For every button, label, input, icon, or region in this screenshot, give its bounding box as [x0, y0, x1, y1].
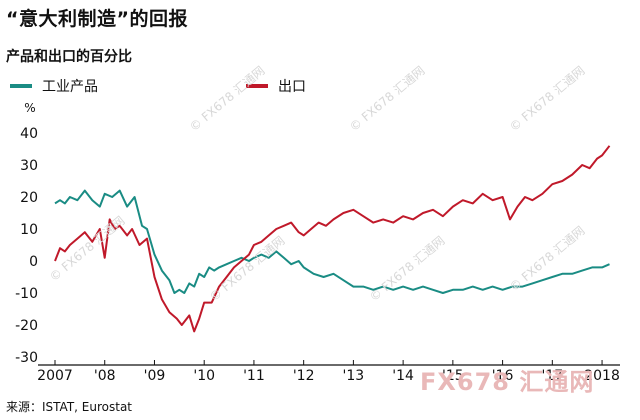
- x-tick-label: '12: [293, 368, 315, 384]
- x-tick-label: '14: [392, 368, 414, 384]
- y-tick-label: -10: [15, 286, 38, 302]
- x-tick-label: 2018: [584, 368, 620, 384]
- series-line-industrial: [54, 189, 610, 294]
- x-tick-label: '09: [144, 368, 166, 384]
- chart-title: “意大利制造”的回报: [6, 8, 188, 30]
- x-tick-label: '17: [541, 368, 563, 384]
- x-tick-label: '15: [442, 368, 464, 384]
- y-tick-label: 10: [20, 222, 38, 238]
- x-tick-label: '08: [94, 368, 116, 384]
- y-axis-unit-label: %: [24, 101, 35, 115]
- x-tick-label: '16: [492, 368, 514, 384]
- legend-item-exports: 出口: [246, 75, 306, 97]
- y-tick-label: 30: [20, 158, 38, 174]
- y-tick-label: -20: [15, 318, 38, 334]
- y-tick-label: 20: [20, 190, 38, 206]
- brand-logo-text: FX678 汇通网: [420, 368, 595, 396]
- legend-label-industrial: 工业产品: [42, 79, 98, 95]
- legend-label-exports: 出口: [278, 79, 306, 95]
- y-tick-label: -30: [15, 350, 38, 366]
- chart-subtitle: 产品和出口的百分比: [6, 49, 132, 65]
- x-tick-label: '11: [243, 368, 265, 384]
- y-tick-label: 40: [20, 126, 38, 142]
- source-note: 来源：ISTAT, Eurostat: [6, 400, 133, 414]
- x-tick-label: '13: [343, 368, 365, 384]
- legend-swatch-industrial: [10, 84, 32, 88]
- legend-item-industrial: 工业产品: [10, 75, 98, 97]
- x-tick-label: '10: [193, 368, 215, 384]
- x-tick-label: 2007: [37, 368, 73, 384]
- series-line-exports: [54, 145, 611, 333]
- y-tick-label: 0: [29, 254, 38, 270]
- legend-swatch-exports: [246, 84, 268, 88]
